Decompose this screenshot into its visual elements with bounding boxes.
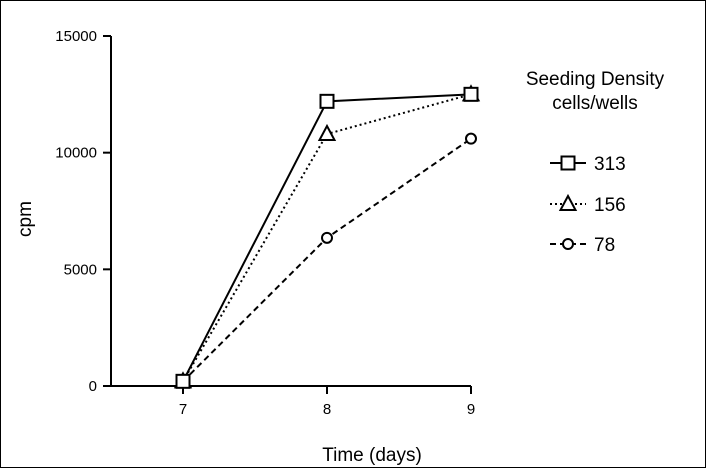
y-axis-title: cpm bbox=[15, 201, 36, 237]
y-tick-label: 5000 bbox=[64, 261, 97, 278]
x-tick-label: 8 bbox=[323, 401, 331, 418]
data-point-78-9 bbox=[465, 132, 477, 145]
legend-title-line-2: cells/wells bbox=[552, 93, 638, 114]
legend: Seeding Density cells/wells 313 156 78 bbox=[526, 69, 665, 256]
legend-title-line-1: Seeding Density bbox=[526, 69, 665, 90]
y-tick-label: 0 bbox=[89, 378, 97, 395]
markers-313 bbox=[175, 86, 479, 389]
x-tick-label: 7 bbox=[179, 401, 187, 418]
legend-marker-78 bbox=[562, 238, 574, 250]
x-ticks: 7 8 9 bbox=[179, 386, 475, 418]
legend-marker-156 bbox=[558, 193, 578, 211]
legend-label-156: 156 bbox=[594, 195, 626, 216]
markers-78 bbox=[177, 132, 477, 388]
legend-marker-313 bbox=[560, 155, 576, 171]
data-point-313-8 bbox=[319, 93, 335, 109]
series-line-78 bbox=[182, 137, 472, 383]
data-point-78-8 bbox=[321, 231, 333, 244]
y-tick-label: 10000 bbox=[55, 145, 97, 162]
y-tick-label: 15000 bbox=[55, 28, 97, 45]
legend-label-78: 78 bbox=[594, 235, 615, 256]
x-tick-label: 9 bbox=[467, 401, 475, 418]
data-point-313-9 bbox=[463, 86, 479, 102]
x-axis-title: Time (days) bbox=[322, 445, 422, 466]
data-point-156-8 bbox=[317, 123, 337, 141]
series-78 bbox=[182, 137, 472, 383]
legend-item-313: 313 bbox=[550, 154, 626, 175]
legend-item-156: 156 bbox=[550, 193, 626, 216]
legend-item-78: 78 bbox=[550, 235, 615, 256]
axes bbox=[110, 36, 471, 387]
data-point-313-7 bbox=[175, 373, 191, 389]
y-ticks: 0 5000 10000 15000 bbox=[55, 28, 111, 395]
series-group bbox=[173, 84, 481, 389]
legend-label-313: 313 bbox=[594, 154, 626, 175]
